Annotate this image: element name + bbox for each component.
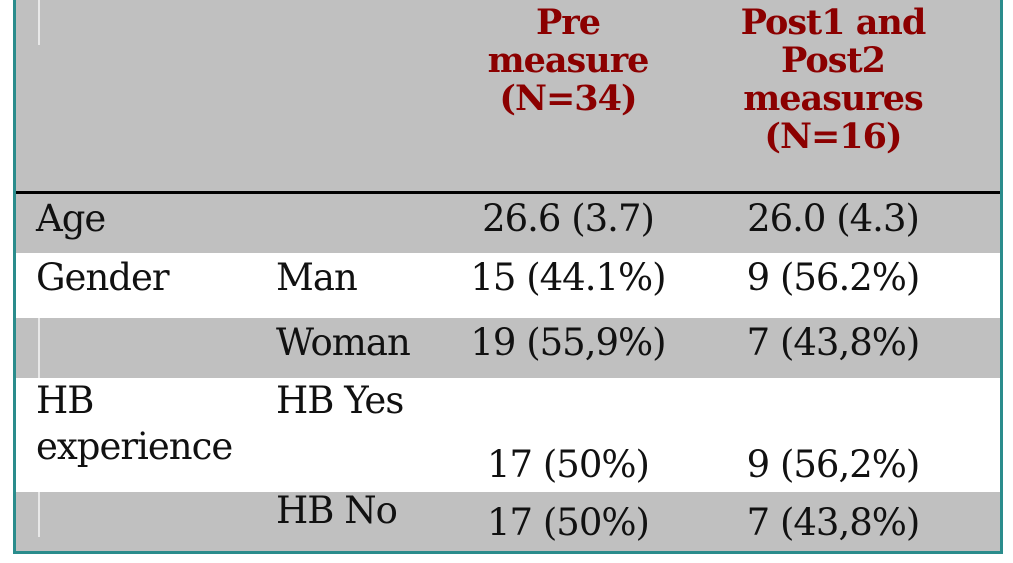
cell-divider (38, 318, 40, 378)
header-line: measures (743, 78, 924, 119)
demographics-table: Pre measure (N=34) Post1 and Post2 measu… (13, 0, 1003, 554)
man-pre-value: 15 (44.1%) (470, 256, 666, 299)
cell-divider (38, 492, 40, 537)
table-row: Age 26.6 (3.7) 26.0 (4.3) (16, 194, 1000, 253)
row-label-hb: HB (36, 379, 94, 422)
hb-yes-pre-value: 17 (50%) (487, 443, 650, 486)
table-row: Gender Man 15 (44.1%) 9 (56.2%) (16, 253, 1000, 318)
header-line: Pre (535, 2, 601, 43)
header-pre-measure: Pre measure (N=34) (468, 4, 668, 118)
woman-post-value: 7 (43,8%) (746, 321, 921, 364)
row-label-age: Age (36, 197, 106, 240)
table-row: HB No 17 (50%) 7 (43,8%) (16, 489, 1000, 551)
header-line: (N=16) (764, 116, 902, 157)
age-pre-value: 26.6 (3.7) (482, 197, 655, 240)
table-header-row: Pre measure (N=34) Post1 and Post2 measu… (16, 0, 1000, 191)
man-post-value: 9 (56.2%) (746, 256, 921, 299)
header-line: Post1 and (740, 2, 927, 43)
row-label-experience: experience (36, 425, 233, 468)
hb-no-pre-value: 17 (50%) (487, 501, 650, 544)
hb-yes-post-value: 9 (56,2%) (746, 443, 921, 486)
row-sublabel-hb-yes: HB Yes (276, 379, 404, 422)
row-sublabel-hb-no: HB No (276, 489, 398, 532)
row-sublabel-woman: Woman (276, 321, 411, 364)
table-row: Woman 19 (55,9%) 7 (43,8%) (16, 318, 1000, 378)
cell-divider (38, 0, 40, 45)
header-line: (N=34) (499, 78, 637, 119)
hb-no-post-value: 7 (43,8%) (746, 501, 921, 544)
header-line: Post2 (781, 40, 886, 81)
header-post-measures: Post1 and Post2 measures (N=16) (728, 4, 938, 156)
woman-pre-value: 19 (55,9%) (470, 321, 666, 364)
header-line: measure (487, 40, 650, 81)
header-divider (16, 191, 1000, 194)
row-label-gender: Gender (36, 256, 170, 299)
age-post-value: 26.0 (4.3) (747, 197, 920, 240)
row-sublabel-man: Man (276, 256, 358, 299)
table-row: HB experience HB Yes 17 (50%) 9 (56,2%) (16, 378, 1000, 492)
